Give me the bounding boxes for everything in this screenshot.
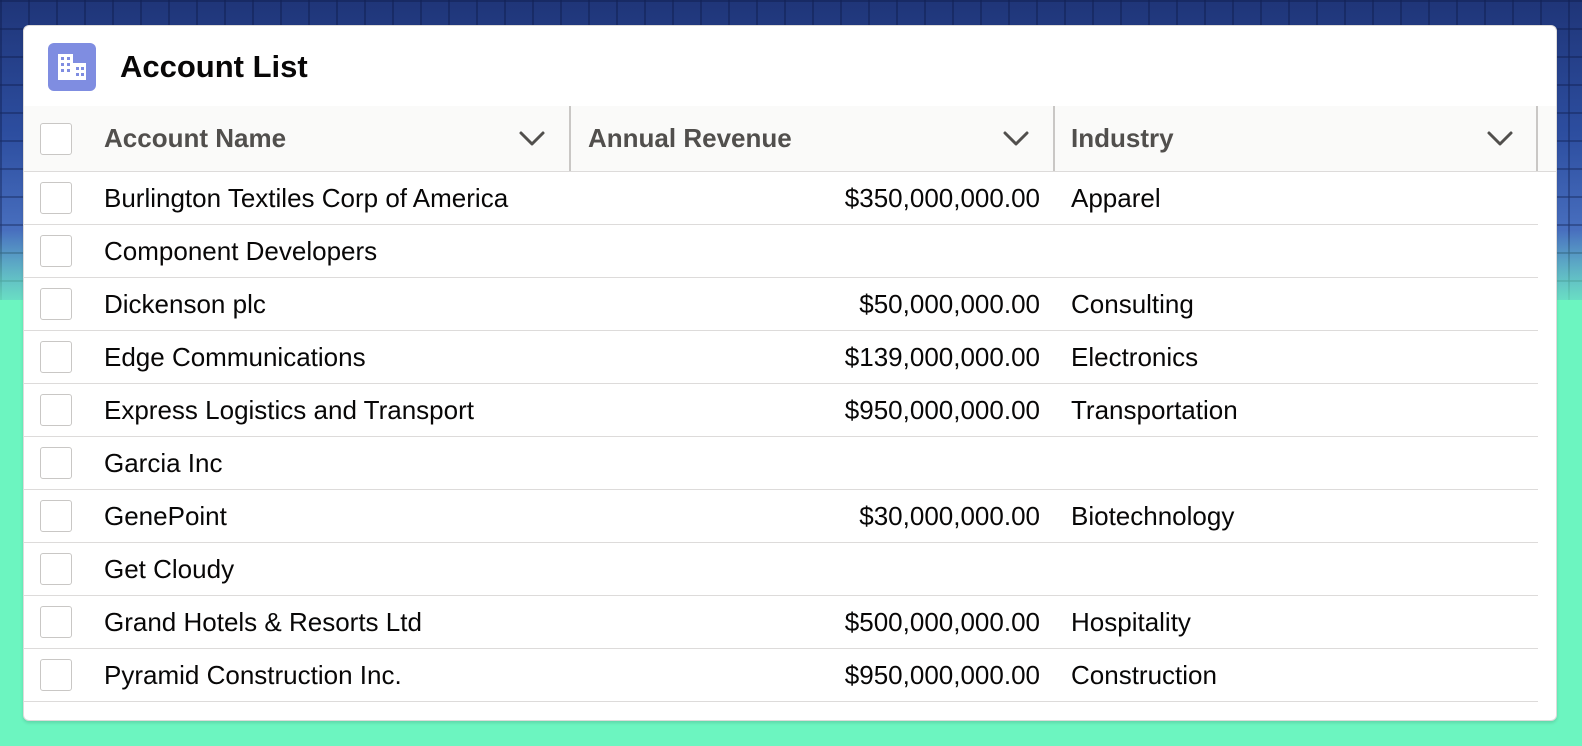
row-checkbox[interactable] <box>40 288 72 320</box>
chevron-down-icon[interactable] <box>1002 128 1030 148</box>
chevron-down-icon[interactable] <box>518 128 546 148</box>
row-checkbox[interactable] <box>40 447 72 479</box>
row-checkbox[interactable] <box>40 235 72 267</box>
row-checkbox[interactable] <box>40 553 72 585</box>
annual-revenue-cell: $500,000,000.00 <box>844 607 1040 637</box>
account-name-cell[interactable]: Express Logistics and Transport <box>104 395 474 425</box>
table-row: Component Developers <box>24 225 1538 278</box>
select-all-checkbox[interactable] <box>40 123 72 155</box>
table-row: Edge Communications $139,000,000.00 Elec… <box>24 331 1538 384</box>
table-row: Garcia Inc <box>24 437 1538 490</box>
annual-revenue-cell: $950,000,000.00 <box>844 660 1040 690</box>
column-header-account-name[interactable]: Account Name <box>104 123 287 153</box>
industry-cell: Construction <box>1071 660 1217 690</box>
account-name-cell[interactable]: Component Developers <box>104 236 378 266</box>
row-checkbox[interactable] <box>40 500 72 532</box>
industry-cell: Transportation <box>1071 395 1238 425</box>
row-checkbox[interactable] <box>40 659 72 691</box>
row-checkbox[interactable] <box>40 394 72 426</box>
industry-cell: Consulting <box>1071 289 1194 319</box>
account-name-cell[interactable]: Burlington Textiles Corp of America <box>104 183 509 213</box>
table-row: Grand Hotels & Resorts Ltd $500,000,000.… <box>24 596 1538 649</box>
row-checkbox[interactable] <box>40 182 72 214</box>
industry-cell: Hospitality <box>1071 607 1191 637</box>
account-name-cell[interactable]: GenePoint <box>104 501 227 531</box>
annual-revenue-cell: $50,000,000.00 <box>859 289 1040 319</box>
column-divider[interactable] <box>1053 106 1055 171</box>
annual-revenue-cell: $950,000,000.00 <box>844 395 1040 425</box>
table-row: Burlington Textiles Corp of America $350… <box>24 172 1538 225</box>
account-name-cell[interactable]: Get Cloudy <box>104 554 235 584</box>
table-row: GenePoint $30,000,000.00 Biotechnology <box>24 490 1538 543</box>
account-list-card: Account List Account Name Annual Revenue… <box>23 25 1557 721</box>
chevron-down-icon[interactable] <box>1486 128 1514 148</box>
table-row: Dickenson plc $50,000,000.00 Consulting <box>24 278 1538 331</box>
table-row: Get Cloudy <box>24 543 1538 596</box>
table-row: Pyramid Construction Inc. $950,000,000.0… <box>24 649 1538 702</box>
row-checkbox[interactable] <box>40 341 72 373</box>
account-name-cell[interactable]: Pyramid Construction Inc. <box>104 660 402 690</box>
table-header: Account Name Annual Revenue Industry <box>24 106 1556 172</box>
account-name-cell[interactable]: Dickenson plc <box>104 289 266 319</box>
industry-cell: Electronics <box>1071 342 1199 372</box>
table-row: Express Logistics and Transport $950,000… <box>24 384 1538 437</box>
card-title: Account List <box>120 49 308 84</box>
annual-revenue-cell: $139,000,000.00 <box>844 342 1040 372</box>
annual-revenue-cell: $350,000,000.00 <box>844 183 1040 213</box>
column-header-annual-revenue[interactable]: Annual Revenue <box>588 123 792 153</box>
industry-cell: Biotechnology <box>1071 501 1235 531</box>
account-name-cell[interactable]: Garcia Inc <box>104 448 223 478</box>
account-name-cell[interactable]: Edge Communications <box>104 342 366 372</box>
card-header: Account List <box>24 26 1556 106</box>
column-divider[interactable] <box>1536 106 1538 171</box>
account-name-cell[interactable]: Grand Hotels & Resorts Ltd <box>104 607 422 637</box>
row-checkbox[interactable] <box>40 606 72 638</box>
annual-revenue-cell: $30,000,000.00 <box>859 501 1040 531</box>
column-header-industry[interactable]: Industry <box>1071 123 1174 153</box>
industry-cell: Apparel <box>1071 183 1161 213</box>
column-divider[interactable] <box>569 106 571 171</box>
account-icon <box>48 43 96 91</box>
